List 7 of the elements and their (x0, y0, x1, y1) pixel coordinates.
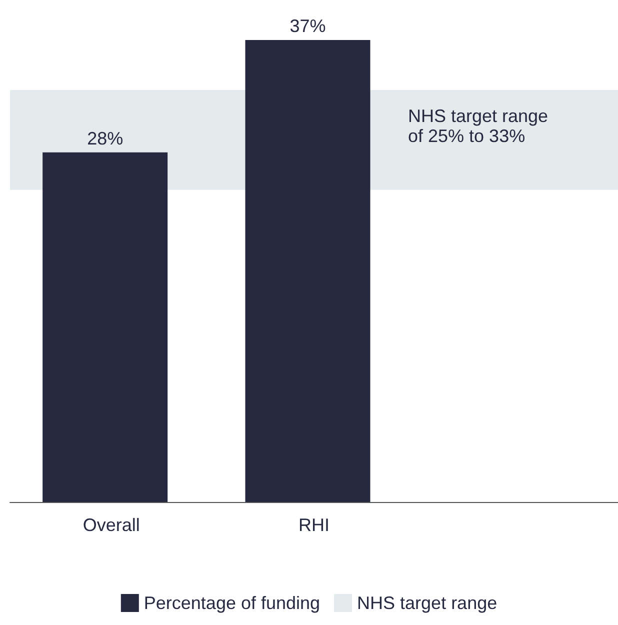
annotation: NHS target range of 25% to 33% (408, 106, 548, 146)
data-label: 37% (290, 16, 326, 36)
legend-label: Percentage of funding (144, 593, 320, 613)
x-tick-label: RHI (298, 515, 330, 535)
data-label: 28% (87, 128, 124, 148)
legend-label: NHS target range (357, 593, 498, 613)
x-tick-label: Overall (82, 515, 140, 535)
